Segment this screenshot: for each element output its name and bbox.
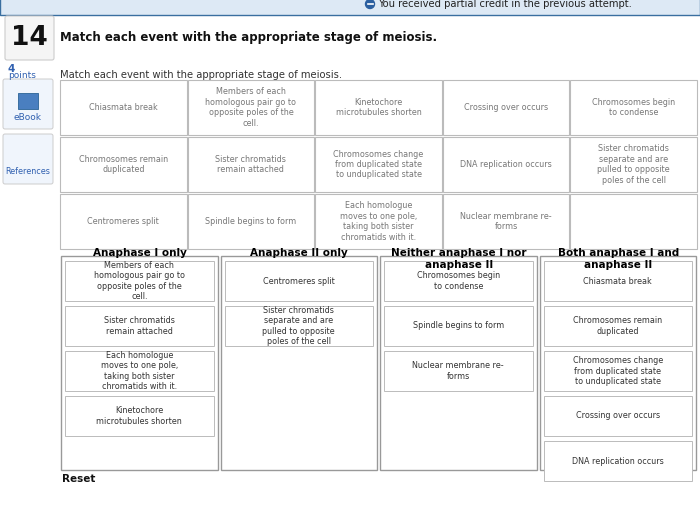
Bar (543, 441, 692, 481)
Text: 4: 4 (8, 64, 15, 74)
Text: Spindle begins to form: Spindle begins to form (205, 217, 297, 226)
Text: Anaphase I only: Anaphase I only (93, 248, 187, 258)
Text: Sister chromatids
remain attached: Sister chromatids remain attached (104, 316, 175, 336)
Bar (65, 396, 214, 436)
Text: Each homologue
moves to one pole,
taking both sister
chromatids with it.: Each homologue moves to one pole, taking… (101, 351, 178, 391)
Bar (65, 306, 214, 346)
Text: Crossing over occurs: Crossing over occurs (575, 411, 660, 421)
Text: You received partial credit in the previous attempt.: You received partial credit in the previ… (378, 0, 632, 9)
Bar (543, 261, 692, 301)
Bar (570, 137, 697, 192)
Bar (188, 137, 314, 192)
Bar (188, 80, 314, 135)
Text: Kinetochore
microtubules shorten: Kinetochore microtubules shorten (335, 98, 421, 117)
Bar (225, 306, 373, 346)
Bar (60, 194, 187, 249)
Bar (540, 256, 696, 470)
Bar (188, 194, 314, 249)
Circle shape (365, 0, 375, 8)
Bar (543, 396, 692, 436)
Text: Members of each
homologous pair go to
opposite poles of the
cell.: Members of each homologous pair go to op… (205, 87, 296, 127)
Text: Anaphase II only: Anaphase II only (251, 248, 348, 258)
Bar (380, 256, 536, 470)
Text: Centromeres split: Centromeres split (88, 217, 159, 226)
Text: Chromosomes begin
to condense: Chromosomes begin to condense (592, 98, 675, 117)
Bar (315, 80, 442, 135)
Text: Centromeres split: Centromeres split (263, 277, 335, 285)
Bar (384, 306, 533, 346)
FancyBboxPatch shape (0, 0, 700, 15)
FancyBboxPatch shape (3, 79, 53, 129)
Text: Chromosomes remain
duplicated: Chromosomes remain duplicated (573, 316, 662, 336)
Text: Reset: Reset (62, 474, 95, 484)
Bar (443, 137, 569, 192)
Text: points: points (8, 71, 36, 80)
Text: Neither anaphase I nor
anaphase II: Neither anaphase I nor anaphase II (391, 248, 526, 269)
Bar (60, 137, 187, 192)
Text: Both anaphase I and
anaphase II: Both anaphase I and anaphase II (558, 248, 679, 269)
Bar (443, 80, 569, 135)
Text: Chiasmata break: Chiasmata break (583, 277, 652, 285)
Bar (60, 80, 187, 135)
Bar (220, 256, 377, 470)
FancyBboxPatch shape (3, 134, 53, 184)
Text: Sister chromatids
separate and are
pulled to opposite
poles of the cell: Sister chromatids separate and are pulle… (262, 306, 335, 346)
Text: References: References (6, 167, 50, 176)
Text: Nuclear membrane re-
forms: Nuclear membrane re- forms (412, 361, 504, 381)
Text: Chromosomes remain
duplicated: Chromosomes remain duplicated (78, 155, 168, 174)
Bar (225, 261, 373, 301)
Bar (384, 261, 533, 301)
Bar (65, 261, 214, 301)
Bar (443, 194, 569, 249)
Text: Match each event with the appropriate stage of meiosis.: Match each event with the appropriate st… (60, 70, 342, 80)
Text: Chromosomes change
from duplicated state
to unduplicated state: Chromosomes change from duplicated state… (333, 150, 424, 179)
Bar (543, 351, 692, 391)
Bar (543, 306, 692, 346)
Text: Sister chromatids
separate and are
pulled to opposite
poles of the cell: Sister chromatids separate and are pulle… (597, 145, 670, 185)
Bar (570, 80, 697, 135)
Bar (384, 351, 533, 391)
Text: 14: 14 (11, 25, 48, 51)
Bar (315, 137, 442, 192)
Text: Chromosomes begin
to condense: Chromosomes begin to condense (416, 271, 500, 291)
Text: Match each event with the appropriate stage of meiosis.: Match each event with the appropriate st… (60, 32, 437, 45)
Text: Chiasmata break: Chiasmata break (89, 103, 158, 112)
Text: Members of each
homologous pair go to
opposite poles of the
cell.: Members of each homologous pair go to op… (94, 261, 185, 301)
Text: Crossing over occurs: Crossing over occurs (464, 103, 548, 112)
FancyBboxPatch shape (5, 16, 54, 60)
Text: eBook: eBook (14, 112, 42, 122)
FancyBboxPatch shape (18, 93, 38, 109)
Text: Spindle begins to form: Spindle begins to form (412, 321, 504, 331)
Text: Each homologue
moves to one pole,
taking both sister
chromatids with it.: Each homologue moves to one pole, taking… (340, 201, 417, 242)
Bar (315, 194, 442, 249)
Text: Kinetochore
microtubules shorten: Kinetochore microtubules shorten (97, 406, 182, 426)
Text: Sister chromatids
remain attached: Sister chromatids remain attached (216, 155, 286, 174)
Bar (570, 194, 697, 249)
Text: Chromosomes change
from duplicated state
to unduplicated state: Chromosomes change from duplicated state… (573, 356, 663, 386)
Text: DNA replication occurs: DNA replication occurs (460, 160, 552, 169)
Text: Nuclear membrane re-
forms: Nuclear membrane re- forms (461, 212, 552, 231)
Text: DNA replication occurs: DNA replication occurs (572, 457, 664, 465)
Bar (65, 351, 214, 391)
Bar (61, 256, 218, 470)
